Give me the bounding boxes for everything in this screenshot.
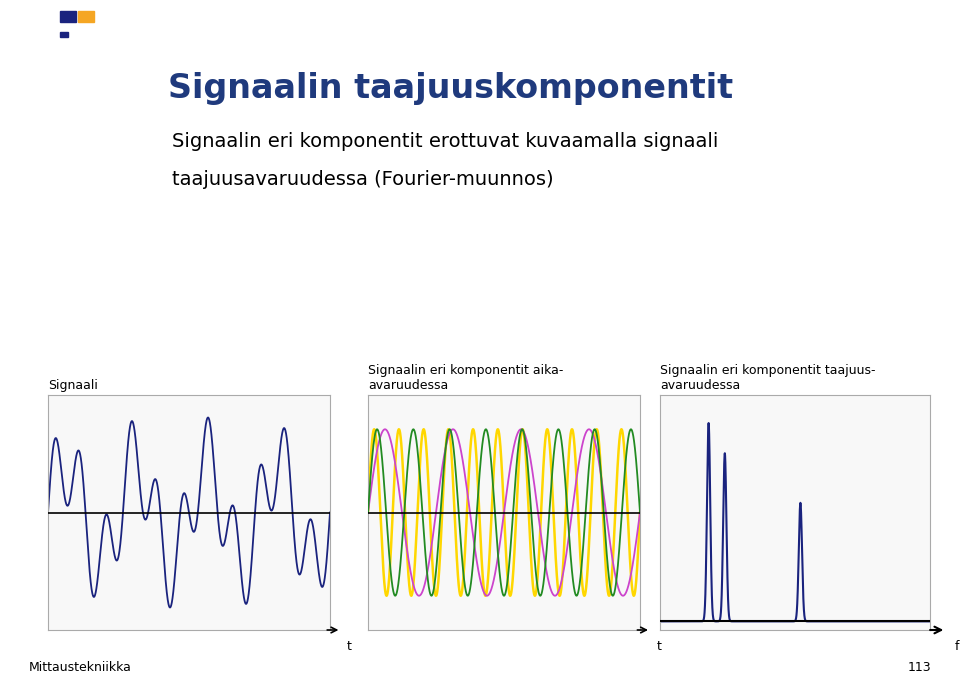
Text: Signaali: Signaali [48,378,98,391]
Text: f: f [954,640,959,653]
Text: Mittaustekniikka: Mittaustekniikka [29,661,132,674]
Text: Signaalin eri komponentit aika-
avaruudessa: Signaalin eri komponentit aika- avaruude… [368,364,564,391]
Text: taajuusavaruudessa (Fourier-muunnos): taajuusavaruudessa (Fourier-muunnos) [172,170,554,189]
Text: 113: 113 [907,661,931,674]
Bar [60,11,76,22]
Text: Signaalin taajuuskomponentit: Signaalin taajuuskomponentit [168,72,733,105]
Bar [60,31,67,37]
Text: Signaalin eri komponentit taajuus-
avaruudessa: Signaalin eri komponentit taajuus- avaru… [660,364,876,391]
Bar [78,11,94,22]
Text: t: t [657,640,661,653]
Text: t: t [347,640,351,653]
Text: Signaalin eri komponentit erottuvat kuvaamalla signaali: Signaalin eri komponentit erottuvat kuva… [172,132,718,151]
